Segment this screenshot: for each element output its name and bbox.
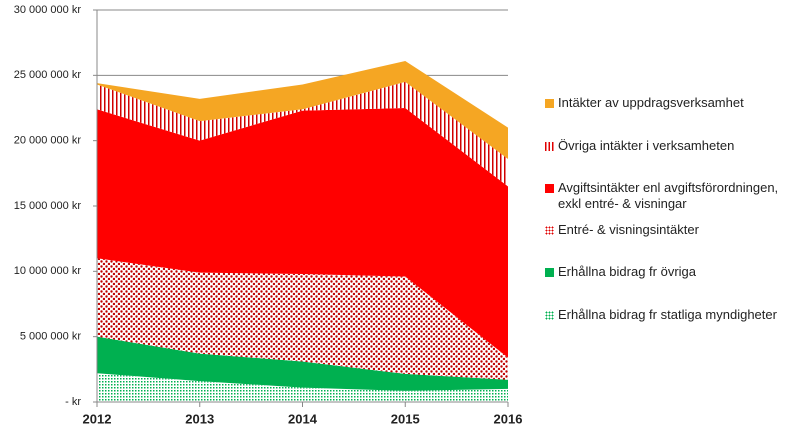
legend-swatch [545,142,554,151]
legend-swatch [545,226,554,235]
area [97,108,508,358]
y-tick-label: 5 000 000 kr [20,331,81,343]
y-tick-label: 30 000 000 kr [14,4,82,16]
legend-label: Entré- & visningsintäkter [558,222,699,237]
y-tick-label: 10 000 000 kr [14,265,82,277]
legend-item: Erhållna bidrag fr statliga myndigheter [545,307,798,323]
y-tick-label: 25 000 000 kr [14,69,82,81]
legend-label: Erhållna bidrag fr övriga [558,264,697,279]
area [97,81,508,187]
area [97,336,508,391]
legend-swatch [545,268,554,277]
legend-item: Övriga intäkter i verksamheten [545,138,798,154]
y-tick-label: 15 000 000 kr [14,200,82,212]
y-tick-label: 20 000 000 kr [14,135,82,147]
x-tick-label: 2014 [288,411,318,426]
legend-label: Övriga intäkter i verksamheten [558,138,735,153]
legend-label: Intäkter av uppdragsverksamhet [558,95,744,110]
legend-swatch [545,311,554,320]
area [97,373,508,402]
x-tick-label: 2016 [494,411,523,426]
legend-label: Avgiftsintäkter enl avgiftsförordningen,… [558,180,779,211]
legend-item: Intäkter av uppdragsverksamhet [545,95,798,111]
y-tick-label: - kr [65,396,81,408]
legend-item: Avgiftsintäkter enl avgiftsförordningen,… [545,180,798,212]
area [97,60,508,159]
legend-swatch [545,184,554,193]
legend-item: Entré- & visningsintäkter [545,222,798,238]
legend-item: Erhållna bidrag fr övriga [545,264,798,280]
x-tick-label: 2013 [185,411,214,426]
legend-swatch [545,99,554,108]
area [97,258,508,380]
legend-label: Erhållna bidrag fr statliga myndigheter [558,307,777,322]
x-tick-label: 2015 [391,411,420,426]
x-tick-label: 2012 [83,411,112,426]
